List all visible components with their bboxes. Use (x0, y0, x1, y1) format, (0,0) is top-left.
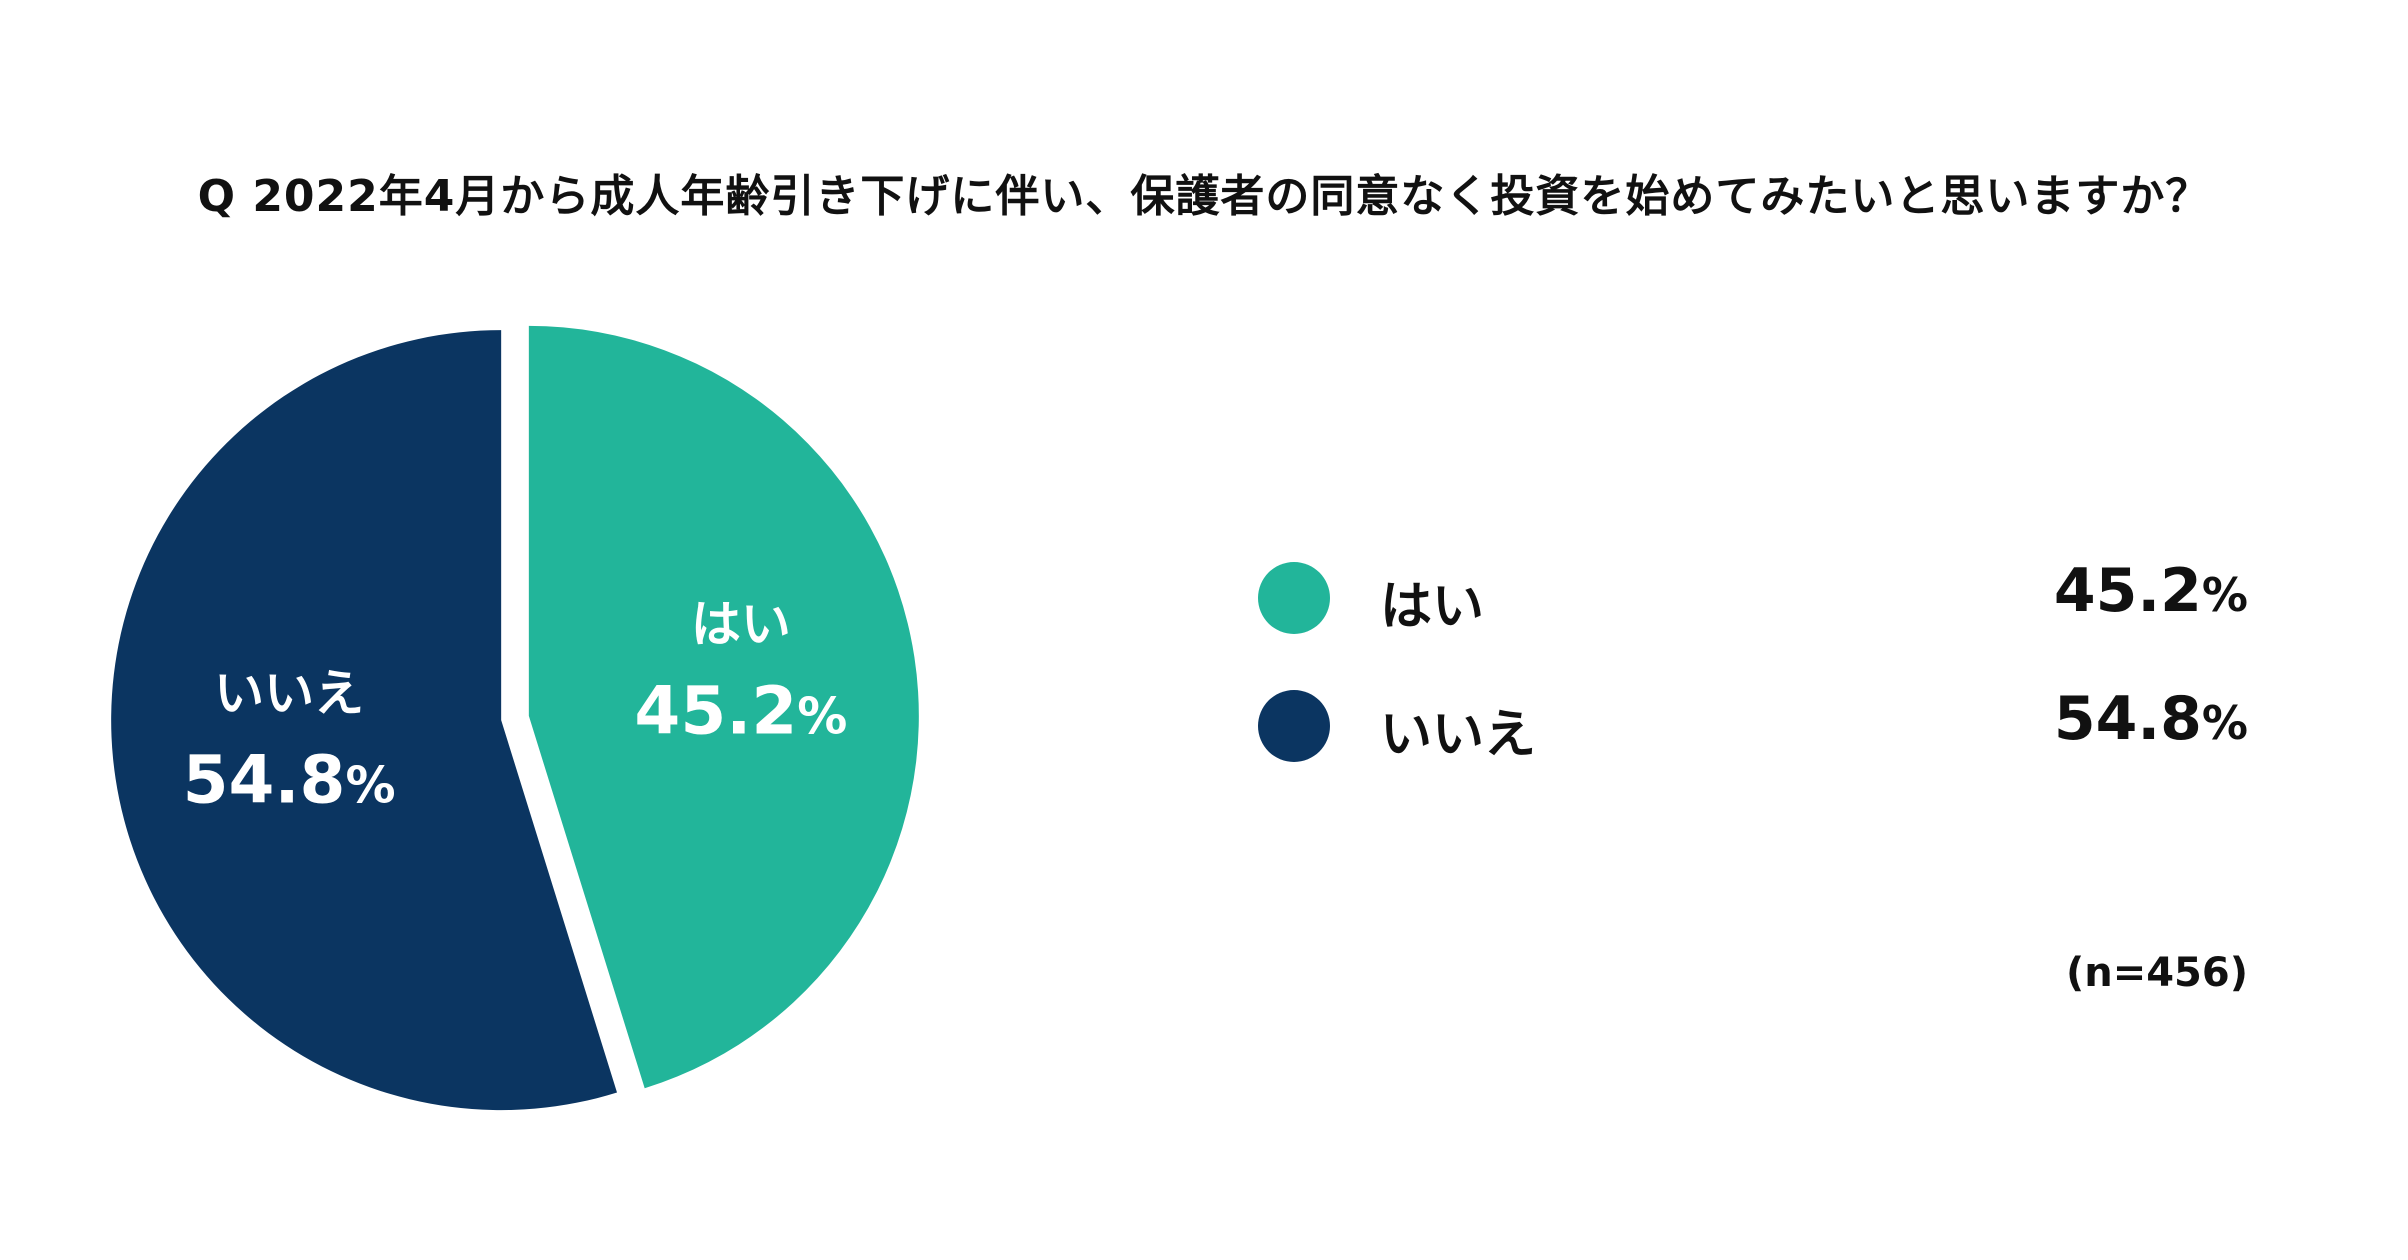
legend-item-no: いいえ 54.8% (1258, 684, 2248, 812)
legend: はい 45.2% いいえ 54.8% (1258, 556, 2248, 812)
legend-label-yes: はい (1380, 577, 1485, 637)
legend-value-yes: 45.2% (2054, 556, 2248, 626)
legend-value-no-number: 54.8 (2053, 684, 2202, 754)
pie-slice-no (111, 330, 618, 1111)
legend-item-yes: はい 45.2% (1258, 556, 2248, 684)
legend-value-yes-number: 45.2 (2053, 556, 2202, 626)
legend-label-no: いいえ (1380, 705, 1537, 765)
chart-title: Q 2022年4月から成人年齢引き下げに伴い、保護者の同意なく投資を始めてみたい… (197, 171, 2211, 222)
legend-value-yes-unit: % (2201, 568, 2248, 622)
legend-swatch-no (1258, 690, 1330, 762)
legend-value-no: 54.8% (2054, 684, 2248, 754)
slice-label-yes-category: はい (691, 596, 791, 654)
pie-slice-yes (528, 325, 919, 1089)
legend-swatch-yes (1258, 562, 1330, 634)
slice-label-no-category: いいえ (214, 664, 364, 722)
legend-value-no-unit: % (2201, 696, 2248, 750)
sample-size: (n=456) (2065, 950, 2248, 996)
